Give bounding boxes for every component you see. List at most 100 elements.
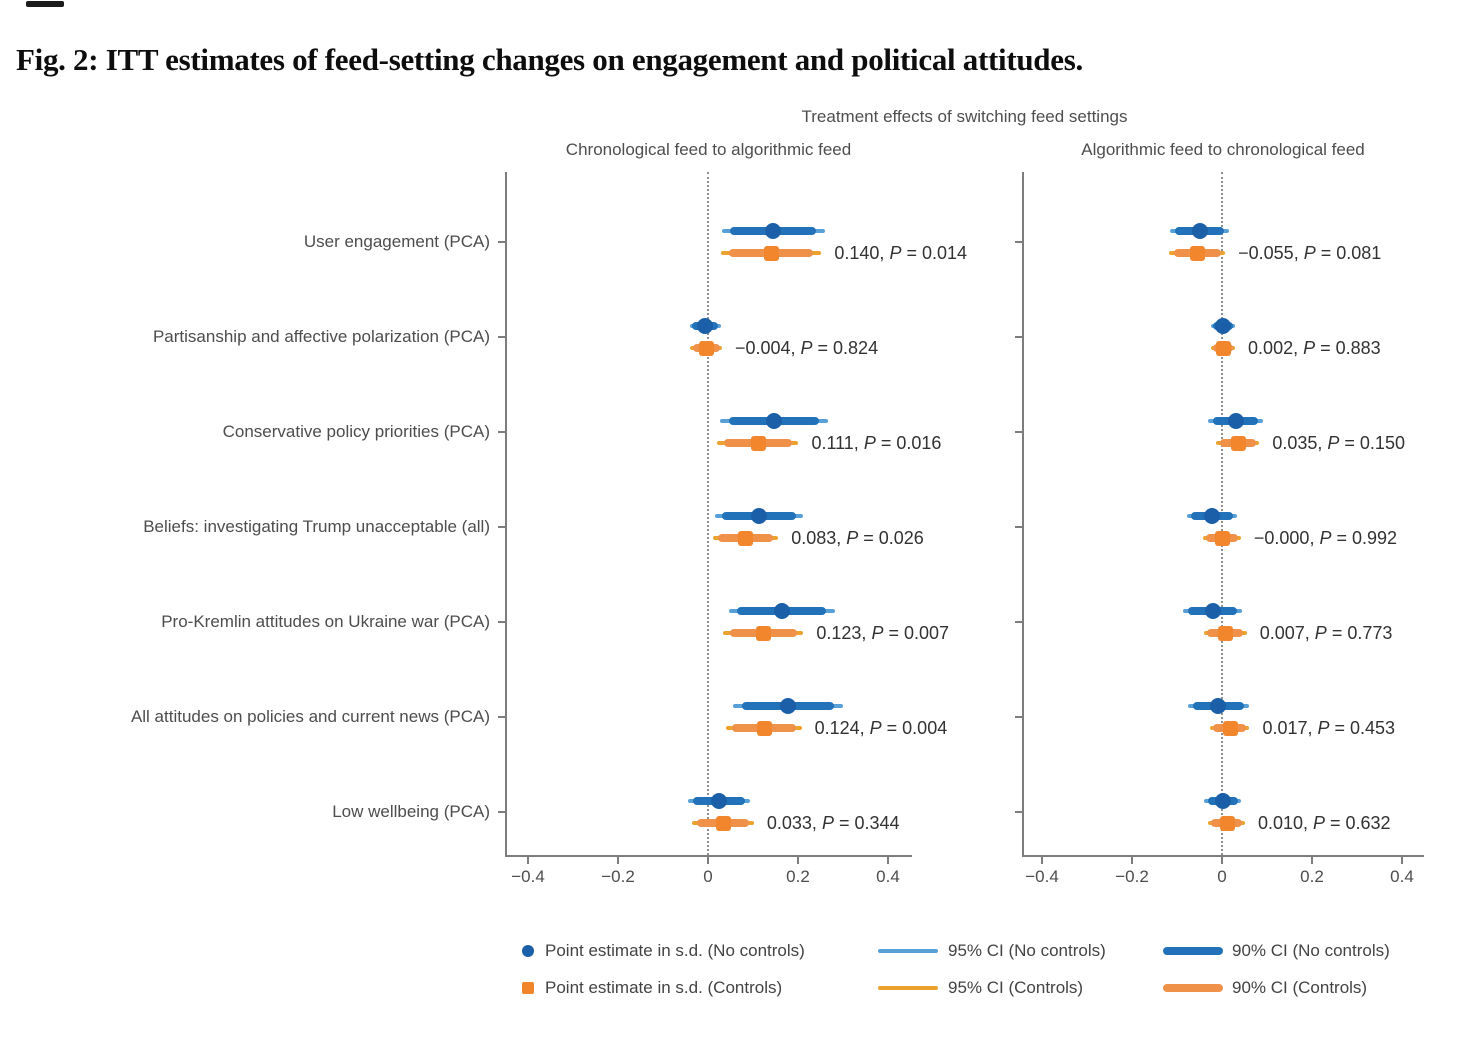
- cropped-text-fragment: [26, 1, 64, 7]
- point-marker-no-controls: [1215, 318, 1232, 334]
- category-tick: [1015, 716, 1022, 718]
- point-marker-controls: [1230, 436, 1246, 451]
- annotation-label: 0.035, P = 0.150: [1272, 433, 1405, 453]
- legend-thin-line-marker: [878, 949, 938, 953]
- annotation-label: −0.004, P = 0.824: [734, 338, 879, 358]
- point-marker-controls: [715, 816, 731, 831]
- point-marker-controls: [738, 531, 754, 546]
- x-axis-tick: [1131, 857, 1133, 864]
- category-tick: [498, 526, 505, 528]
- x-axis-tick: [1401, 857, 1403, 864]
- x-tick-label: 0.4: [876, 867, 900, 886]
- category-tick: [1015, 241, 1022, 243]
- category-label: Pro-Kremlin attitudes on Ukraine war (PC…: [161, 612, 490, 631]
- x-axis-tick: [527, 857, 529, 864]
- x-tick-label: 0.2: [1300, 867, 1324, 886]
- point-marker-no-controls: [711, 793, 728, 809]
- point-marker-no-controls: [780, 698, 797, 714]
- x-axis-line: [505, 855, 912, 857]
- category-tick: [1015, 336, 1022, 338]
- annotation-label: 0.111, P = 0.016: [811, 433, 942, 453]
- annotation-label: 0.124, P = 0.004: [814, 718, 948, 738]
- point-marker-no-controls: [765, 223, 782, 239]
- category-tick: [1015, 811, 1022, 813]
- category-tick: [498, 716, 505, 718]
- category-tick: [498, 336, 505, 338]
- point-marker-no-controls: [750, 508, 767, 524]
- category-tick: [498, 621, 505, 623]
- panel-header-left: Chronological feed to algorithmic feed: [565, 140, 852, 159]
- annotation-label: 0.123, P = 0.007: [816, 623, 950, 643]
- point-marker-no-controls: [1204, 603, 1221, 619]
- point-marker-controls: [764, 246, 779, 261]
- y-axis-line: [505, 172, 507, 857]
- x-tick-label: −0.2: [601, 867, 635, 886]
- category-label: All attitudes on policies and current ne…: [130, 707, 490, 726]
- category-tick: [498, 241, 505, 243]
- category-tick: [498, 431, 505, 433]
- point-marker-controls: [750, 436, 766, 451]
- x-tick-label: 0: [1217, 867, 1227, 886]
- point-marker-controls: [699, 341, 715, 356]
- category-tick: [1015, 526, 1022, 528]
- x-axis-tick: [707, 857, 709, 864]
- annotation-label: 0.007, P = 0.773: [1259, 623, 1393, 643]
- legend-label: 95% CI (No controls): [948, 941, 1106, 960]
- point-marker-controls: [1219, 816, 1235, 831]
- annotation-label: 0.017, P = 0.453: [1262, 718, 1396, 738]
- annotation-label: 0.033, P = 0.344: [766, 813, 900, 833]
- figure-title: Fig. 2: ITT estimates of feed-setting ch…: [16, 42, 1083, 77]
- point-marker-no-controls: [773, 603, 790, 619]
- point-marker-no-controls: [1204, 508, 1221, 524]
- point-marker-no-controls: [1214, 793, 1231, 809]
- point-marker-controls: [1190, 246, 1206, 261]
- legend-square-marker: [522, 982, 534, 994]
- point-marker-no-controls: [766, 413, 783, 429]
- point-marker-no-controls: [1210, 698, 1227, 714]
- x-tick-label: −0.2: [1115, 867, 1149, 886]
- y-axis-line: [1022, 172, 1024, 857]
- chart-title: Treatment effects of switching feed sett…: [801, 107, 1128, 126]
- annotation-label: 0.010, P = 0.632: [1257, 813, 1391, 833]
- legend-thick-line-marker: [1163, 947, 1223, 955]
- legend-label: Point estimate in s.d. (Controls): [545, 978, 783, 997]
- point-marker-controls: [1215, 531, 1230, 546]
- x-tick-label: 0: [703, 867, 713, 886]
- legend-label: Point estimate in s.d. (No controls): [545, 941, 805, 960]
- x-axis-tick: [887, 857, 889, 864]
- annotation-label: −0.055, P = 0.081: [1238, 243, 1382, 263]
- legend-label: 90% CI (Controls): [1232, 978, 1368, 997]
- x-axis-tick: [797, 857, 799, 864]
- legend-thick-line-marker: [1163, 984, 1223, 992]
- x-axis-tick: [1041, 857, 1043, 864]
- point-marker-controls: [756, 721, 772, 736]
- x-tick-label: 0.4: [1390, 867, 1414, 886]
- annotation-label: 0.002, P = 0.883: [1248, 338, 1381, 358]
- legend-label: 95% CI (Controls): [948, 978, 1084, 997]
- zero-reference-line: [707, 172, 709, 855]
- annotation-label: −0.000, P = 0.992: [1253, 528, 1398, 548]
- annotation-label: 0.140, P = 0.014: [834, 243, 968, 263]
- legend-label: 90% CI (No controls): [1232, 941, 1390, 960]
- x-tick-label: 0.2: [786, 867, 810, 886]
- point-marker-no-controls: [1227, 413, 1244, 429]
- point-marker-controls: [1218, 626, 1234, 641]
- category-label: Low wellbeing (PCA): [332, 802, 490, 821]
- panel-header-right: Algorithmic feed to chronological feed: [1081, 140, 1365, 159]
- point-marker-no-controls: [1191, 223, 1208, 239]
- legend-dot-marker: [522, 945, 534, 957]
- category-label: Partisanship and affective polarization …: [152, 327, 490, 346]
- x-axis-tick: [1311, 857, 1313, 864]
- x-axis-tick: [1221, 857, 1223, 864]
- category-tick: [498, 811, 505, 813]
- annotation-label: 0.083, P = 0.026: [791, 528, 924, 548]
- point-marker-controls: [1215, 341, 1231, 356]
- category-tick: [1015, 621, 1022, 623]
- x-tick-label: −0.4: [511, 867, 545, 886]
- point-marker-no-controls: [697, 318, 714, 334]
- x-axis-line: [1022, 855, 1424, 857]
- point-marker-controls: [1222, 721, 1238, 736]
- category-label: Beliefs: investigating Trump unacceptabl…: [143, 517, 490, 536]
- x-axis-tick: [617, 857, 619, 864]
